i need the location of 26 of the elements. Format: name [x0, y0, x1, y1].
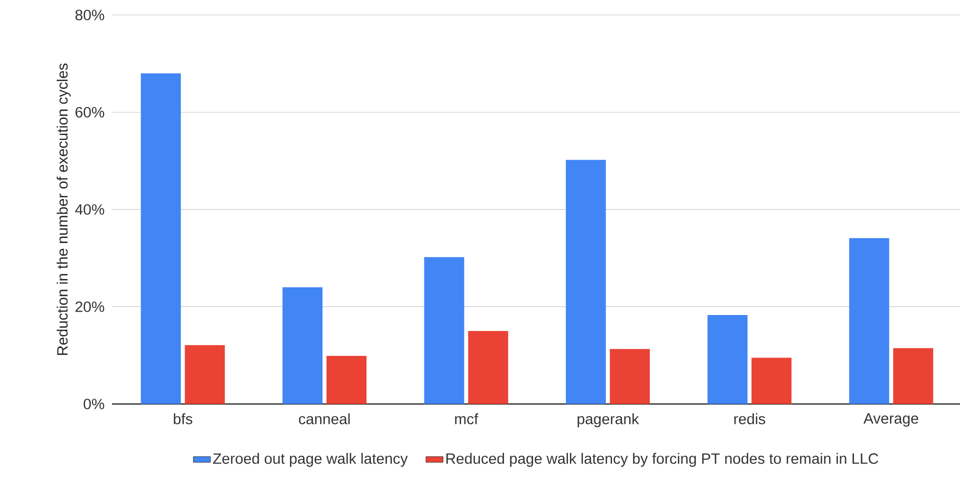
y-tick-label: 60%: [76, 106, 104, 118]
bar: [610, 349, 650, 404]
bar: [849, 238, 890, 404]
bar: [140, 73, 181, 404]
x-tick-label: pagerank: [578, 413, 639, 428]
x-tick-label: canneal: [298, 413, 350, 424]
bar: [752, 358, 792, 404]
bar: [424, 257, 464, 404]
x-tick-label: mcf: [455, 413, 478, 424]
bar: [468, 331, 508, 404]
bar: [282, 287, 323, 404]
x-tick-label: Average: [864, 413, 918, 427]
y-axis-title: Reduction in the number of execution cycles: [56, 63, 71, 355]
legend-label: Reduced page walk latency by forcing PT nodes to remain in LLC: [446, 452, 878, 467]
bar: [566, 160, 606, 404]
y-tick-label: 0%: [84, 398, 104, 410]
bar: [184, 345, 225, 404]
bar: [893, 348, 934, 404]
y-tick-label: 40%: [75, 204, 104, 215]
legend-label: Zeroed out page walk latency: [213, 452, 408, 467]
y-tick-label: 20%: [76, 301, 104, 312]
bar: [708, 315, 748, 404]
bar: [326, 356, 367, 404]
x-tick-label: redis: [734, 413, 766, 424]
y-tick-label: 80%: [75, 10, 104, 20]
x-tick-label: bfs: [174, 413, 192, 424]
